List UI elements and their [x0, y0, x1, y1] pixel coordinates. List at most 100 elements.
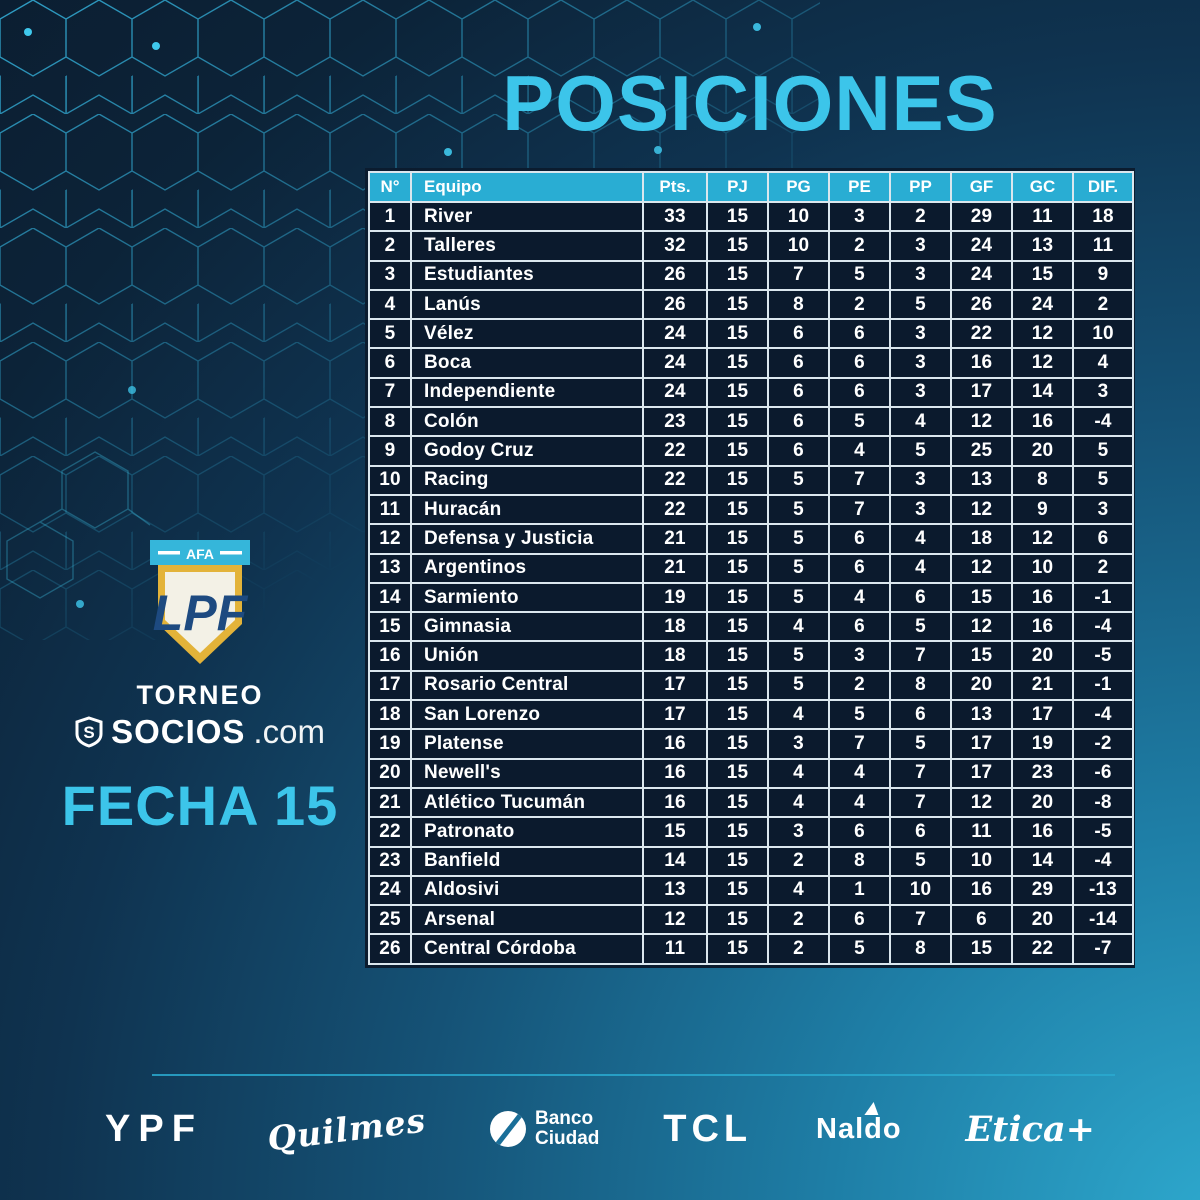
cell-pts: 17: [642, 669, 708, 702]
cell-team: Talleres: [410, 230, 644, 262]
cell-pe: 6: [828, 611, 891, 643]
cell-pe: 6: [828, 816, 891, 848]
cell-dif: -4: [1072, 699, 1134, 731]
cell-dif: -4: [1072, 406, 1134, 438]
cell-pe: 6: [828, 318, 891, 350]
cell-dif: 18: [1072, 200, 1134, 233]
cell-gc: 15: [1011, 259, 1074, 291]
cell-gf: 6: [950, 904, 1013, 936]
table-row: 1 River 33 15 10 3 2 29 11 18: [368, 200, 1134, 233]
cell-dif: -14: [1072, 904, 1134, 936]
table-header-row: N° Equipo Pts. PJ PG PE PP GF GC DIF.: [368, 171, 1134, 203]
cell-dif: -13: [1072, 874, 1134, 907]
cell-pos: 3: [368, 259, 412, 291]
cell-pj: 15: [706, 845, 769, 877]
cell-pts: 22: [642, 464, 708, 496]
banco-line1: Banco: [535, 1108, 594, 1130]
cell-pg: 6: [767, 406, 830, 438]
table-row: 17 Rosario Central 17 15 5 2 8 20 21 -1: [368, 669, 1134, 702]
cell-pe: 7: [828, 728, 891, 760]
cell-gc: 11: [1011, 200, 1074, 233]
cell-pts: 13: [642, 874, 708, 907]
cell-pts: 18: [642, 640, 708, 672]
cell-pj: 15: [706, 786, 769, 819]
cell-pe: 4: [828, 757, 891, 789]
cell-pg: 2: [767, 845, 830, 877]
table-row: 25 Arsenal 12 15 2 6 7 6 20 -14: [368, 904, 1134, 936]
cell-gf: 26: [950, 288, 1013, 321]
lpf-shield-logo: AFA LPF: [150, 540, 250, 664]
fecha-label: FECHA 15: [61, 774, 339, 837]
cell-pos: 22: [368, 816, 412, 848]
cell-pts: 23: [642, 406, 708, 438]
cell-gf: 15: [950, 640, 1013, 672]
cell-pj: 15: [706, 523, 769, 555]
cell-pos: 5: [368, 318, 412, 350]
page-title: POSICIONES: [502, 59, 998, 147]
cell-pp: 7: [889, 904, 952, 936]
cell-pj: 15: [706, 376, 769, 409]
column-header-pg: PG: [767, 171, 830, 203]
cell-pe: 6: [828, 523, 891, 555]
cell-pg: 8: [767, 288, 830, 321]
cell-pj: 15: [706, 816, 769, 848]
table-row: 3 Estudiantes 26 15 7 5 3 24 15 9: [368, 259, 1134, 291]
cell-pe: 2: [828, 230, 891, 262]
cell-gc: 24: [1011, 288, 1074, 321]
cell-gc: 12: [1011, 523, 1074, 555]
cell-pp: 4: [889, 523, 952, 555]
cell-pj: 15: [706, 318, 769, 350]
cell-pos: 4: [368, 288, 412, 321]
quilmes-logo-text: Quilmes: [265, 1099, 428, 1159]
sponsor-strip: YPF Quilmes Banco Ciudad TCL Naldo Etica…: [105, 1093, 1095, 1165]
cell-pe: 7: [828, 493, 891, 526]
cell-pj: 15: [706, 230, 769, 262]
cell-pos: 11: [368, 493, 412, 526]
banco-ciudad-icon: [490, 1111, 526, 1147]
cell-pj: 15: [706, 493, 769, 526]
cell-dif: 11: [1072, 230, 1134, 262]
cell-gf: 22: [950, 318, 1013, 350]
naldo-triangle-icon: [864, 1101, 882, 1115]
cell-pe: 3: [828, 640, 891, 672]
cell-pp: 8: [889, 669, 952, 702]
cell-team: San Lorenzo: [410, 699, 644, 731]
cell-gc: 20: [1011, 786, 1074, 819]
cell-pe: 6: [828, 552, 891, 584]
cell-pg: 3: [767, 728, 830, 760]
cell-pe: 2: [828, 669, 891, 702]
table-row: 15 Gimnasia 18 15 4 6 5 12 16 -4: [368, 611, 1134, 643]
cell-team: Independiente: [410, 376, 644, 409]
table-row: 19 Platense 16 15 3 7 5 17 19 -2: [368, 728, 1134, 760]
cell-pp: 7: [889, 640, 952, 672]
cell-pp: 3: [889, 318, 952, 350]
cell-pos: 9: [368, 435, 412, 467]
cell-pe: 6: [828, 904, 891, 936]
table-row: 9 Godoy Cruz 22 15 6 4 5 25 20 5: [368, 435, 1134, 467]
cell-pos: 7: [368, 376, 412, 409]
cell-pe: 4: [828, 435, 891, 467]
cell-team: River: [410, 200, 644, 233]
cell-team: Atlético Tucumán: [410, 786, 644, 819]
cell-gc: 29: [1011, 874, 1074, 907]
cell-dif: 5: [1072, 435, 1134, 467]
cell-pp: 2: [889, 200, 952, 233]
cell-pj: 15: [706, 200, 769, 233]
cell-gf: 15: [950, 933, 1013, 965]
torneo-label: TORNEO: [136, 680, 264, 710]
cell-dif: 4: [1072, 347, 1134, 379]
sponsor-banco-ciudad: Banco Ciudad: [490, 1109, 599, 1149]
socios-suffix: .com: [253, 713, 325, 750]
cell-pos: 1: [368, 200, 412, 233]
socios-logo: S SOCIOS .com: [50, 713, 350, 751]
cell-pg: 5: [767, 640, 830, 672]
cell-pos: 12: [368, 523, 412, 555]
cell-pos: 23: [368, 845, 412, 877]
cell-gc: 14: [1011, 845, 1074, 877]
cell-dif: -1: [1072, 581, 1134, 614]
sponsor-etica: Etica+: [966, 1109, 1095, 1150]
cell-dif: 3: [1072, 376, 1134, 409]
table-row: 26 Central Córdoba 11 15 2 5 8 15 22 -7: [368, 933, 1134, 965]
cell-dif: -8: [1072, 786, 1134, 819]
cell-pe: 6: [828, 347, 891, 379]
